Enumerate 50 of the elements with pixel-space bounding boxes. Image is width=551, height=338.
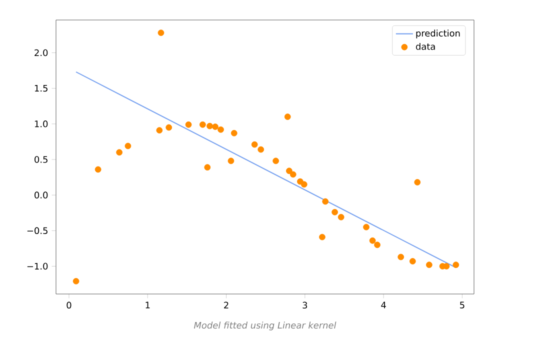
point <box>286 168 292 174</box>
point <box>332 208 338 216</box>
point <box>369 237 376 244</box>
point <box>72 278 80 284</box>
point <box>185 121 192 128</box>
x-tick-label: 5 <box>460 302 464 308</box>
legend-label: prediction <box>416 30 460 38</box>
point <box>94 166 102 173</box>
point <box>363 224 370 230</box>
point <box>452 262 460 268</box>
y-tick-label: 0.5 <box>34 156 48 163</box>
y-tick-label: 2.0 <box>34 49 48 56</box>
x-tick-label: 3 <box>302 302 308 309</box>
x-tick-label: 0 <box>66 302 72 309</box>
point <box>251 141 258 148</box>
point <box>398 254 404 260</box>
y-tick-label: 1.0 <box>34 120 48 128</box>
y-tick-label: 1.5 <box>34 84 48 92</box>
y-tick-label: −0.5 <box>27 227 48 234</box>
point <box>228 158 234 164</box>
point <box>319 234 326 240</box>
point <box>206 122 213 130</box>
point <box>338 214 344 220</box>
point <box>218 126 224 133</box>
point <box>290 171 296 178</box>
x-tick-label: 4 <box>381 302 386 308</box>
point <box>230 130 238 136</box>
point <box>212 124 218 130</box>
point <box>426 262 432 268</box>
legend-label: data <box>416 42 435 50</box>
point <box>414 179 421 186</box>
x-tick-label: 2 <box>224 302 228 308</box>
point <box>322 198 329 205</box>
point <box>166 124 172 131</box>
point <box>116 149 122 156</box>
point <box>204 164 211 171</box>
point <box>374 242 380 248</box>
y-tick-label: 0.0 <box>34 192 48 198</box>
point <box>156 127 163 134</box>
point <box>272 158 280 164</box>
point <box>258 146 264 153</box>
point <box>158 30 164 36</box>
point <box>300 181 308 188</box>
point <box>409 258 416 264</box>
point <box>284 114 291 120</box>
point <box>124 142 132 150</box>
x-tick-label: 1 <box>146 302 150 308</box>
point <box>199 121 206 128</box>
text: Model fitted using Linear kernel <box>194 322 336 330</box>
y-tick-label: −1.0 <box>27 262 48 270</box>
